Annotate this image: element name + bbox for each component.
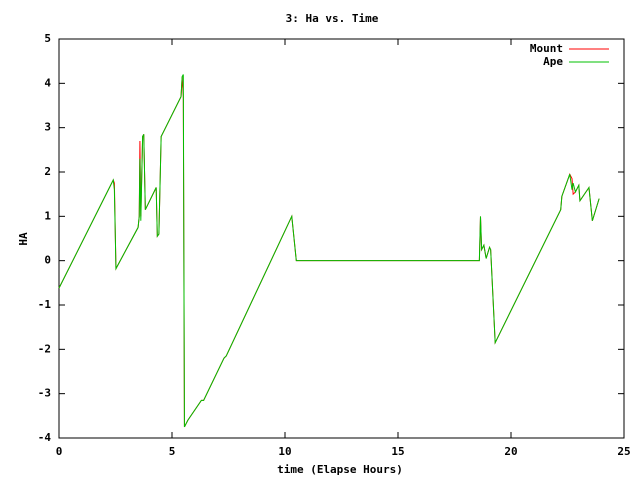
y-tick-label: 4: [44, 76, 51, 89]
plot-border: [58, 38, 625, 439]
legend-label: Ape: [543, 55, 563, 68]
y-tick-label: -1: [38, 298, 52, 311]
y-axis-label: HA: [17, 232, 30, 246]
chart-title: 3: Ha vs. Time: [286, 12, 379, 25]
x-tick-label: 0: [56, 445, 63, 458]
x-tick-label: 25: [617, 445, 630, 458]
y-tick-label: 1: [44, 209, 51, 222]
x-tick-label: 20: [504, 445, 517, 458]
legend-label: Mount: [530, 42, 563, 55]
x-axis-label: time (Elapse Hours): [277, 463, 403, 476]
y-tick-label: -2: [38, 342, 51, 355]
y-tick-label: -4: [38, 431, 52, 444]
series-line: [58, 74, 600, 428]
y-tick-label: 0: [44, 254, 51, 267]
y-tick-label: 2: [44, 165, 51, 178]
x-tick-label: 15: [391, 445, 404, 458]
y-tick-label: -3: [38, 387, 51, 400]
y-tick-label: 5: [44, 32, 51, 45]
x-tick-label: 5: [169, 445, 176, 458]
y-tick-label: 3: [44, 121, 51, 134]
x-tick-label: 10: [278, 445, 291, 458]
